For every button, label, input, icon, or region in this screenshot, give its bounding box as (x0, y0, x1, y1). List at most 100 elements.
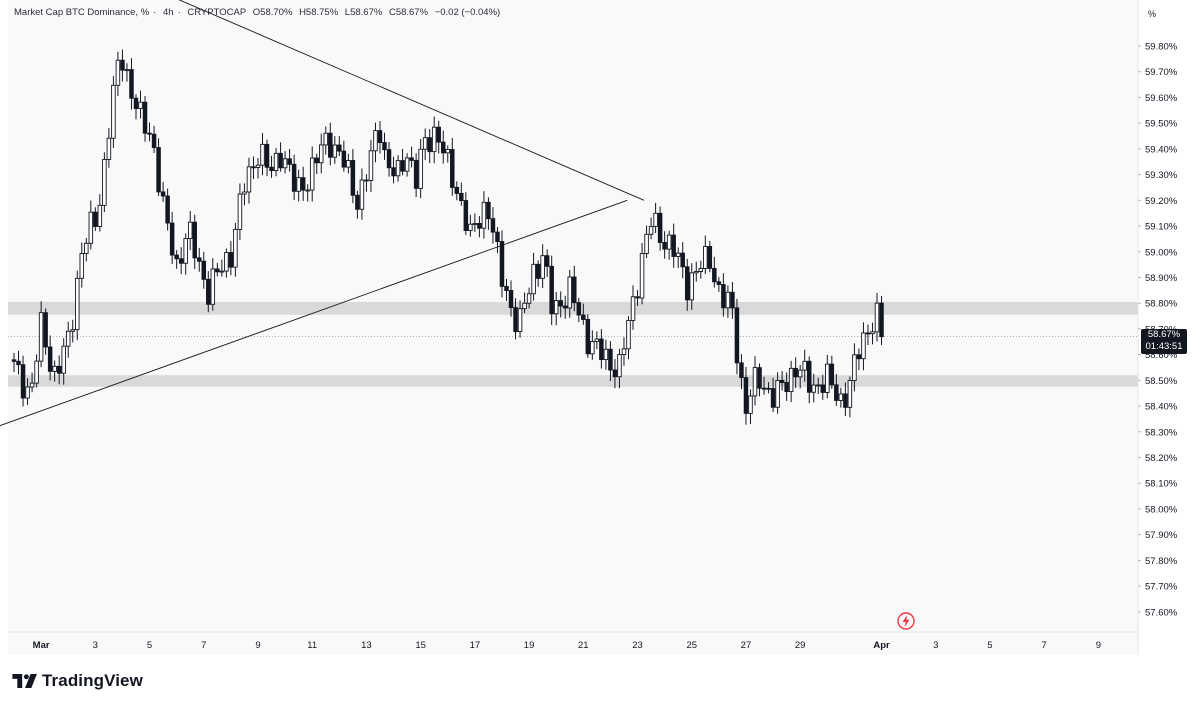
candle-body (314, 157, 319, 164)
x-tick-label: 17 (470, 640, 481, 651)
candle (811, 373, 816, 403)
price-axis[interactable]: 59.80% 59.70% 59.60% 59.50% 59.40% 59.30% 59.2… (1138, 42, 1178, 619)
candle-body (142, 101, 148, 134)
candle-body (38, 312, 44, 362)
candle (169, 211, 175, 265)
candle (743, 367, 749, 425)
candle (115, 51, 121, 96)
candle-body (111, 84, 116, 139)
candle (834, 374, 839, 406)
candle-body (97, 204, 103, 227)
candle-body (603, 348, 609, 361)
candle (413, 153, 419, 197)
candle (382, 132, 387, 160)
y-tick-label: 57.70% (1145, 582, 1178, 593)
candle-body (761, 387, 767, 390)
candle (734, 298, 740, 375)
candle-body (133, 97, 139, 110)
candle (264, 139, 270, 177)
candle-body (309, 157, 315, 191)
y-tick-label: 59.30% (1145, 170, 1178, 181)
candle-body (811, 384, 816, 393)
candle (657, 206, 663, 251)
candle-body (820, 384, 826, 393)
support-zone-2[interactable] (8, 375, 1138, 387)
candle (47, 335, 53, 381)
y-tick-label: 58.30% (1145, 427, 1178, 438)
candle-body (513, 307, 518, 332)
candle (246, 157, 252, 204)
y-tick-label: 57.80% (1145, 556, 1178, 567)
candle (870, 322, 875, 345)
candle-body (359, 179, 365, 210)
triangle-trendlines[interactable] (0, 0, 645, 427)
candle-body (553, 300, 559, 315)
candle (197, 247, 202, 272)
candle-body (386, 149, 392, 169)
candle (617, 348, 622, 389)
candle (11, 352, 17, 373)
x-tick-label: Apr (873, 640, 890, 651)
candle (431, 116, 437, 164)
candle-body (215, 268, 220, 273)
candle (716, 277, 722, 292)
candle (694, 261, 699, 282)
candle-body (486, 201, 491, 220)
y-tick-label: 57.90% (1145, 530, 1178, 541)
candle-body (192, 221, 197, 259)
support-zone-1[interactable] (8, 301, 1138, 315)
x-tick-label: 3 (933, 640, 938, 651)
candle (341, 140, 347, 172)
candle-body (115, 59, 121, 86)
ohlc-change: −0.02 (−0.04%) (434, 7, 501, 18)
candle (296, 169, 301, 202)
symbol-name[interactable]: Market Cap BTC Dominance, % (14, 7, 150, 18)
candle-body (472, 223, 478, 225)
candle-body (282, 158, 288, 169)
candle-body (11, 359, 17, 362)
time-axis[interactable]: Mar 3 5 7 9 11 13 15 17 19 21 23 25 27 29 Apr 3 5 7 9 (33, 640, 1101, 651)
candle-body (404, 157, 410, 172)
candle-body (459, 192, 464, 201)
candle-body (165, 195, 170, 224)
candle (111, 76, 116, 148)
candle-body (400, 160, 405, 172)
candle (689, 263, 695, 310)
candle-body (422, 137, 428, 150)
x-tick-label: 13 (361, 640, 372, 651)
x-tick-label: 9 (1096, 640, 1101, 651)
lightning-icon[interactable] (896, 611, 916, 631)
candle-body (490, 218, 496, 233)
candle (106, 128, 112, 168)
candle (707, 240, 713, 273)
price-scale-unit[interactable]: % (1148, 9, 1157, 19)
descending-trendline[interactable] (6, 0, 645, 201)
candle-body (558, 300, 563, 307)
candle-body (829, 363, 835, 386)
y-tick-label: 57.60% (1145, 607, 1178, 618)
candle-body (251, 166, 256, 169)
candle-body (879, 302, 884, 338)
candle-body (671, 234, 676, 257)
ohlc-close: C58.67% (388, 7, 429, 18)
candle (386, 141, 392, 177)
candle-body (644, 233, 649, 254)
candle-body (70, 329, 75, 332)
candle (183, 233, 188, 275)
candle (874, 292, 880, 342)
ascending-trendline[interactable] (0, 199, 628, 427)
candle (395, 155, 401, 182)
interval-label[interactable]: 4h (162, 7, 174, 18)
candle (468, 214, 473, 237)
candle (300, 166, 306, 201)
plot-area[interactable] (8, 0, 1138, 655)
candle-body (328, 132, 333, 158)
candle-body (147, 132, 152, 135)
candle (779, 371, 785, 391)
candle (879, 295, 884, 345)
tradingview-logo[interactable]: TradingView (12, 671, 143, 691)
candle-body (300, 177, 306, 191)
candle-body (88, 211, 94, 244)
candle-body (183, 238, 188, 264)
